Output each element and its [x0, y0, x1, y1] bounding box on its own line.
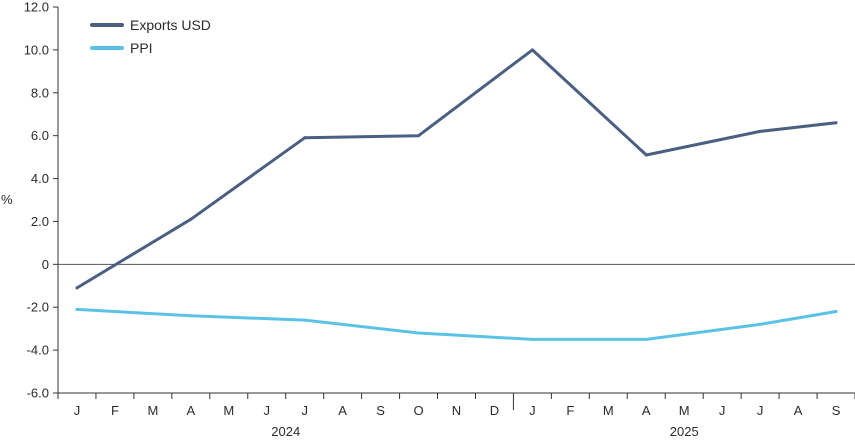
data-point — [834, 121, 838, 125]
y-tick-label: 6.0 — [31, 128, 49, 143]
x-tick-label: A — [186, 403, 195, 418]
legend-label: Exports USD — [130, 17, 211, 33]
y-axis: 12.0 10.0 8.0 6.0 4.0 2.0 0 -2.0 -4.0 -6.0 — [24, 0, 855, 401]
x-tick-label: M — [223, 403, 234, 418]
data-point — [189, 217, 193, 221]
x-tick-label: J — [719, 403, 726, 418]
x-tick-label: D — [490, 403, 499, 418]
x-tick-label: A — [642, 403, 651, 418]
data-point — [75, 307, 79, 311]
y-tick-label: 8.0 — [31, 85, 49, 100]
y-tick-label: 0 — [42, 257, 49, 272]
x-tick-label: J — [301, 403, 308, 418]
x-tick-label: M — [603, 403, 614, 418]
x-tick-label: J — [757, 403, 764, 418]
x-tick-label: N — [452, 403, 461, 418]
x-tick-label: F — [111, 403, 119, 418]
data-point — [189, 314, 193, 318]
data-point — [644, 337, 648, 341]
data-point — [75, 286, 79, 290]
x-tick-label: J — [263, 403, 270, 418]
x-tick-label: M — [147, 403, 158, 418]
data-point — [758, 129, 762, 133]
y-tick-label: -4.0 — [27, 343, 49, 358]
y-tick-label: 12.0 — [24, 0, 49, 15]
data-point — [417, 331, 421, 335]
data-point — [530, 337, 534, 341]
data-point — [644, 153, 648, 157]
y-tick-label: 2.0 — [31, 214, 49, 229]
data-point — [758, 322, 762, 326]
series-line-ppi — [75, 307, 838, 341]
x-tick-label: M — [679, 403, 690, 418]
y-tick-label: -6.0 — [27, 386, 49, 401]
y-axis-title: % — [1, 192, 13, 207]
data-point — [303, 136, 307, 140]
legend: Exports USD PPI — [90, 17, 211, 56]
x-tick-label: O — [413, 403, 423, 418]
x-tick-label: S — [832, 403, 841, 418]
series-layer — [75, 48, 838, 341]
series-line-exports-usd — [75, 48, 838, 290]
x-tick-label: A — [338, 403, 347, 418]
legend-label: PPI — [130, 40, 153, 56]
data-point — [530, 48, 534, 52]
y-tick-label: -2.0 — [27, 300, 49, 315]
y-tick-label: 4.0 — [31, 171, 49, 186]
x-tick-label: J — [529, 403, 536, 418]
data-point — [417, 134, 421, 138]
data-point — [303, 318, 307, 322]
x-tick-label: A — [794, 403, 803, 418]
year-label: 2024 — [271, 424, 300, 439]
year-label: 2025 — [670, 424, 699, 439]
data-point — [834, 310, 838, 314]
x-axis: J F M A M J J A S O N D J F M A M J J A S 2024 2025 — [57, 392, 855, 439]
y-tick-label: 10.0 — [24, 42, 49, 57]
x-tick-label: F — [566, 403, 574, 418]
x-tick-label: S — [376, 403, 385, 418]
x-tick-label: J — [74, 403, 81, 418]
